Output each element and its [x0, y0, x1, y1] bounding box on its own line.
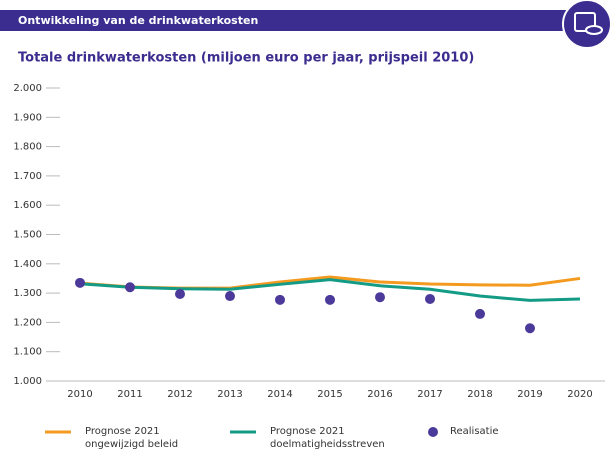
- data-point: [425, 293, 435, 304]
- x-tick-label: 2013: [217, 389, 242, 400]
- x-tick-label: 2010: [67, 389, 92, 400]
- x-tick-label: 2019: [517, 389, 542, 400]
- y-tick-label: 1.900: [13, 112, 42, 123]
- x-tick-label: 2011: [117, 389, 142, 400]
- y-tick-label: 1.400: [13, 259, 42, 270]
- data-point: [175, 288, 185, 299]
- header-bar: [0, 10, 570, 31]
- legend-label: Prognose 2021 ongewijzigd beleid: [85, 426, 179, 450]
- icon: [562, 0, 612, 49]
- x-tick-label: 2012: [167, 389, 192, 400]
- legend-swatch: [428, 427, 438, 437]
- x-tick-label: 2016: [367, 389, 392, 400]
- data-point: [475, 308, 485, 319]
- x-tick-label: 2018: [467, 389, 492, 400]
- x-tick-label: 2017: [417, 389, 442, 400]
- y-tick-label: 1.200: [13, 317, 42, 328]
- data-point: [75, 277, 85, 288]
- y-tick-label: 1.800: [13, 142, 42, 153]
- x-tick-label: 2015: [317, 389, 342, 400]
- y-tick-label: 1.300: [13, 288, 42, 299]
- data-point: [525, 323, 535, 334]
- series-line: [79, 278, 581, 302]
- legend-label: Prognose 2021 doelmatigheidsstreven: [270, 426, 385, 450]
- x-tick-label: 2014: [267, 389, 292, 400]
- header-title: Ontwikkeling van de drinkwaterkosten: [18, 14, 258, 27]
- x-tick-label: 2020: [567, 389, 592, 400]
- data-point: [225, 291, 235, 302]
- y-tick-label: 1.100: [13, 347, 42, 358]
- y-tick-label: 1.000: [13, 376, 42, 387]
- data-point: [275, 294, 285, 305]
- y-tick-label: 1.600: [13, 200, 42, 211]
- y-tick-label: 2.000: [13, 83, 42, 94]
- y-tick-label: 1.700: [13, 171, 42, 182]
- data-point: [375, 292, 385, 303]
- data-point: [125, 282, 135, 293]
- y-tick-label: 1.500: [13, 230, 42, 241]
- legend-label: Realisatie: [450, 426, 499, 437]
- data-point: [325, 294, 335, 305]
- chart-title: Totale drinkwaterkosten (miljoen euro pe…: [18, 51, 474, 66]
